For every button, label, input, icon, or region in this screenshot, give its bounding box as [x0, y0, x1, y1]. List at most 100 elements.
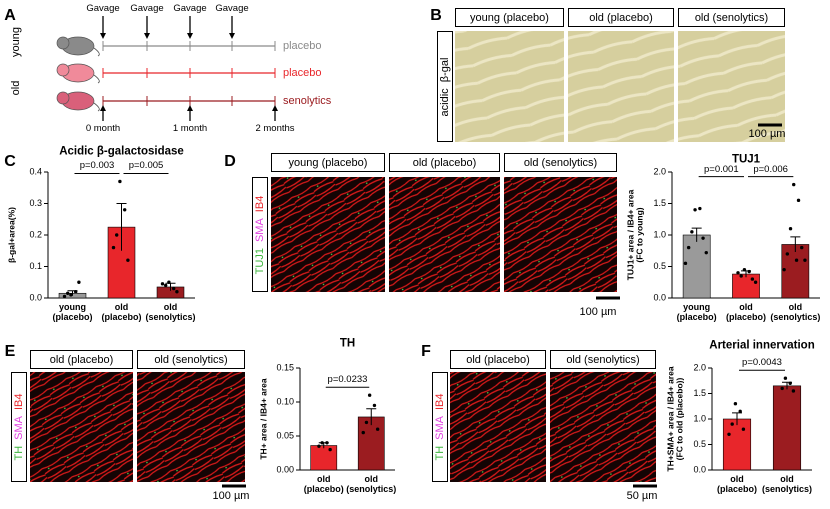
mouse-tail: [93, 47, 100, 57]
data-point: [372, 403, 377, 408]
data-point: [750, 277, 755, 281]
arm-label: senolytics: [283, 94, 332, 107]
mouse-head: [56, 36, 70, 50]
p-value: p=0.0233: [327, 373, 368, 385]
data-point: [739, 274, 743, 278]
arrow-head: [229, 33, 235, 39]
stain-name: SMA: [12, 416, 25, 440]
y-tick-label: 0.4: [29, 166, 42, 176]
image-header: old (senolytics): [678, 8, 785, 27]
data-point: [788, 227, 793, 231]
panel-letter: E: [4, 343, 16, 361]
data-point: [167, 280, 171, 284]
data-point: [693, 208, 697, 212]
group-label: old: [9, 80, 22, 96]
error-bar: [165, 282, 176, 291]
image-header: old (senolytics): [504, 153, 617, 172]
data-point: [788, 381, 792, 385]
micrograph: [271, 177, 385, 292]
gavage-label: Gavage: [215, 2, 249, 14]
data-point: [375, 427, 380, 431]
data-point: [175, 290, 179, 294]
scale-bar-label: 100 µm: [579, 305, 617, 318]
scale-bar-label: 100 µm: [212, 489, 250, 502]
data-point: [800, 245, 804, 250]
data-point: [123, 208, 127, 212]
y-tick-label: 0.0: [693, 464, 706, 474]
gavage-label: Gavage: [173, 2, 207, 14]
data-point: [118, 179, 122, 184]
bar: [781, 244, 810, 299]
image-header: young (placebo): [455, 8, 564, 27]
x-tick-label: old (placebo): [101, 302, 142, 322]
bar: [722, 418, 752, 471]
x-tick-label: young (placebo): [52, 302, 93, 322]
x-tick-label: old (placebo): [716, 474, 758, 494]
stain-name: TH: [12, 445, 25, 461]
micrograph: [389, 177, 500, 292]
data-point: [317, 444, 321, 448]
x-tick-label: old (senolytics): [761, 474, 813, 494]
y-tick-label: 0.5: [693, 439, 706, 449]
chart-title: Acidic β-galactosidase: [59, 145, 184, 158]
y-tick-label: 1.0: [653, 229, 666, 239]
arrow-head: [187, 105, 193, 111]
y-tick-label: 0.15: [276, 362, 294, 372]
data-point: [367, 393, 372, 397]
chart-title: TH: [339, 337, 356, 350]
data-point: [69, 293, 73, 297]
y-tick-label: 0.05: [276, 430, 294, 440]
data-point: [690, 230, 694, 234]
image-header: old (placebo): [568, 8, 674, 27]
arrow-head: [100, 105, 106, 111]
data-point: [361, 430, 365, 435]
gavage-label: Gavage: [130, 2, 164, 14]
data-point: [74, 290, 78, 294]
x-tick-label: old (senolytics): [770, 302, 821, 322]
data-point: [115, 233, 119, 237]
y-tick-label: 2.0: [653, 166, 666, 176]
p-value: p=0.005: [128, 160, 164, 172]
stain-name: TUJ1: [253, 247, 266, 274]
arm-label: placebo: [283, 39, 322, 52]
stain-name: TH: [433, 445, 446, 461]
y-tick-label: 0.10: [276, 396, 294, 406]
mouse-tail: [93, 74, 100, 84]
image-header: old (placebo): [389, 153, 500, 172]
mouse-head: [56, 91, 70, 105]
y-tick-label: 0.0: [653, 292, 666, 302]
data-point: [736, 271, 740, 275]
data-point: [320, 441, 324, 445]
bar: [732, 273, 760, 299]
panel-letter: C: [4, 153, 16, 171]
y-tick-label: 1.5: [653, 198, 666, 208]
y-tick-label: 0.00: [276, 464, 294, 474]
image-header: old (placebo): [450, 350, 546, 369]
data-point: [753, 280, 758, 284]
data-point: [683, 261, 688, 266]
data-point: [742, 267, 747, 272]
micrograph: [137, 372, 245, 482]
p-value: p=0.003: [79, 160, 115, 172]
arrow-head: [144, 33, 150, 39]
data-point: [783, 376, 788, 380]
y-axis-label: TH+SMA+ area / IB4+ area (FC to old (pla…: [665, 366, 685, 472]
panel-letter: F: [421, 343, 431, 361]
data-point: [164, 283, 168, 288]
error-bar: [691, 227, 702, 242]
stain-label: TH SMA IB4: [13, 390, 25, 463]
data-point: [364, 420, 369, 425]
bar: [772, 385, 802, 471]
micrograph: [568, 31, 674, 142]
data-point: [172, 286, 176, 291]
data-point: [62, 294, 67, 299]
x-tick-label: old (senolytics): [145, 302, 196, 322]
mouse-tail: [93, 102, 100, 112]
y-tick-label: 0.2: [29, 229, 42, 239]
data-point: [782, 267, 786, 272]
image-header: old (senolytics): [550, 350, 656, 369]
y-tick-label: 1.5: [693, 388, 706, 398]
stain-box: [252, 177, 268, 292]
data-point: [794, 258, 799, 262]
